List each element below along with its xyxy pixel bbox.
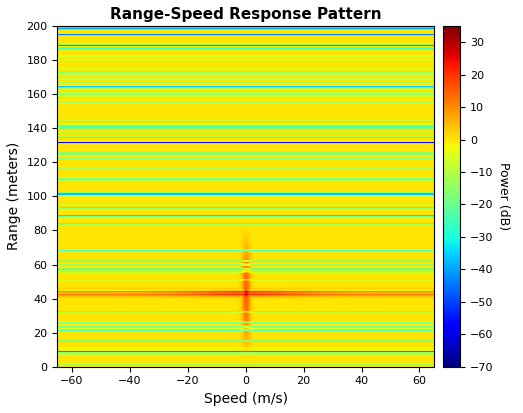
- X-axis label: Speed (m/s): Speed (m/s): [203, 392, 288, 406]
- Y-axis label: Power (dB): Power (dB): [497, 162, 510, 230]
- Y-axis label: Range (meters): Range (meters): [7, 142, 21, 250]
- Title: Range-Speed Response Pattern: Range-Speed Response Pattern: [110, 7, 381, 22]
